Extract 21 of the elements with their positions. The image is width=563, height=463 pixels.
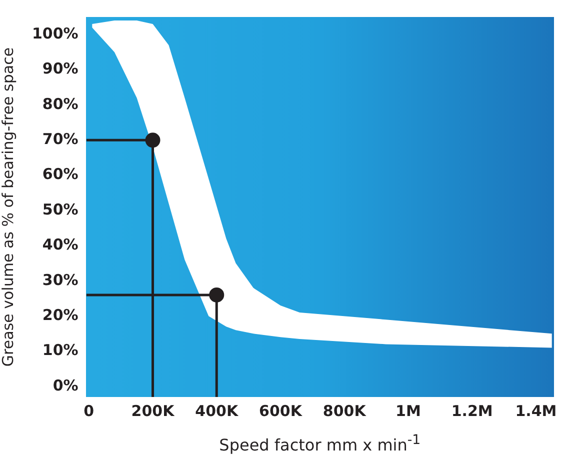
x-tick-label: 0	[84, 402, 94, 420]
x-tick-label: 600K	[259, 402, 304, 420]
y-tick-label: 80%	[42, 94, 78, 113]
x-tick-label: 200K	[131, 402, 176, 420]
y-tick-label: 70%	[42, 130, 78, 148]
x-tick-label: 1.4M	[515, 402, 557, 420]
y-tick-label: 100%	[32, 24, 78, 42]
y-tick-label: 0%	[52, 376, 78, 394]
y-tick-label: 60%	[42, 165, 78, 184]
x-axis-title: Speed factor mm x min$^{-1}$	[219, 433, 421, 454]
y-axis-title: Grease volume as % of bearing-free space	[0, 47, 17, 367]
y-tick-label: 10%	[42, 341, 78, 360]
x-tick-label: 1M	[396, 402, 421, 420]
y-tick-label: 30%	[42, 270, 78, 289]
y-tick-label: 50%	[42, 200, 78, 218]
x-tick-label: 1.2M	[451, 402, 493, 420]
x-tick-label: 800K	[322, 402, 368, 420]
y-tick-label: 90%	[42, 60, 78, 78]
y-tick-label: 20%	[42, 306, 78, 324]
y-tick-label: 40%	[42, 236, 78, 254]
x-tick-label: 400K	[195, 402, 240, 420]
